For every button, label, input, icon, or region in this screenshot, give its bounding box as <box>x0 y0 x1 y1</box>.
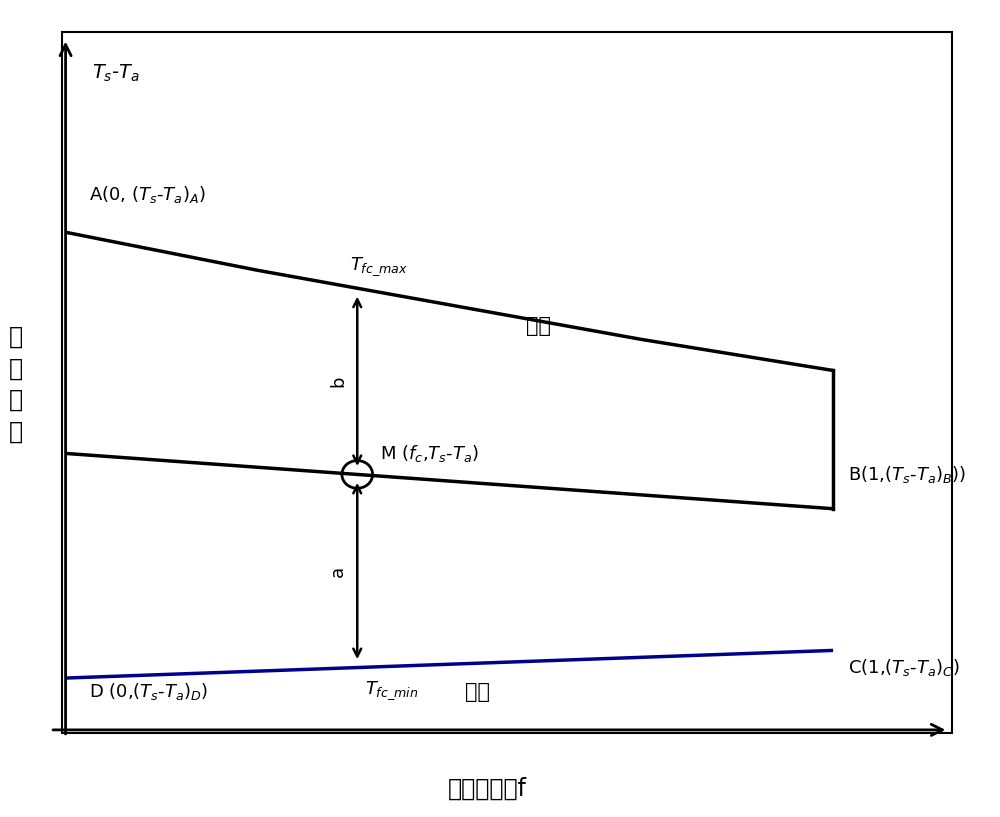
Text: 植被覆盖度f: 植被覆盖度f <box>448 777 527 801</box>
Text: b: b <box>329 376 347 387</box>
Text: B(1,($T_s$-$T_a$)$_B$)): B(1,($T_s$-$T_a$)$_B$)) <box>848 464 967 484</box>
Text: D (0,($T_s$-$T_a$)$_D$): D (0,($T_s$-$T_a$)$_D$) <box>89 681 208 703</box>
Text: M ($f_c$,$T_s$-$T_a$): M ($f_c$,$T_s$-$T_a$) <box>380 443 479 464</box>
Text: 湿边: 湿边 <box>465 682 490 702</box>
Text: 干边: 干边 <box>526 315 551 336</box>
Bar <box>62 32 952 734</box>
Text: 地
气
温
差: 地 气 温 差 <box>9 325 23 444</box>
Text: C(1,($T_s$-$T_a$)$_C$): C(1,($T_s$-$T_a$)$_C$) <box>848 657 960 678</box>
Text: $T_{fc\_min}$: $T_{fc\_min}$ <box>365 680 419 703</box>
Text: $T_{fc\_max}$: $T_{fc\_max}$ <box>350 256 408 278</box>
Text: $T_s$-$T_a$: $T_s$-$T_a$ <box>92 63 140 84</box>
Text: A(0, ($T_s$-$T_a$)$_A$): A(0, ($T_s$-$T_a$)$_A$) <box>89 184 205 205</box>
Text: a: a <box>329 565 347 577</box>
